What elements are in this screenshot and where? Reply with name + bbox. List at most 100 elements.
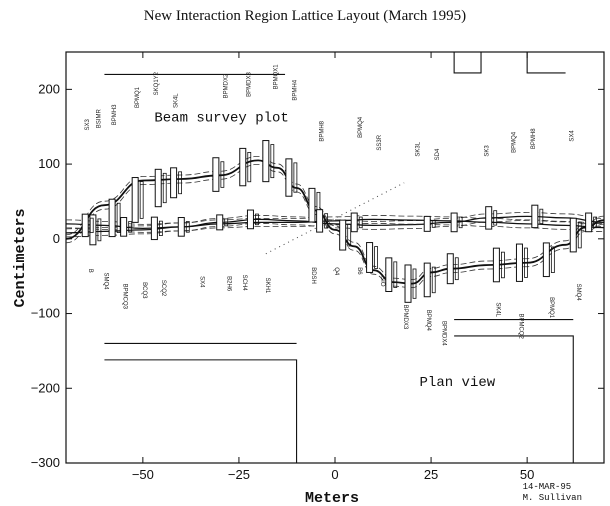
beam-envelope-upper bbox=[65, 211, 605, 225]
axis-layer: −50 −25 0 25 50 −300 −200 −100 0 100 200 bbox=[31, 52, 604, 482]
footer-stamp: 14-MAR-95 M. Sullivan bbox=[523, 482, 582, 504]
magnet-upper-pair bbox=[178, 171, 183, 195]
tunnel-wall-line bbox=[104, 359, 298, 463]
magnet-label-lower: SMQ4 bbox=[102, 272, 108, 290]
magnet-upper bbox=[339, 219, 347, 251]
magnet-upper bbox=[308, 187, 316, 223]
magnet-label-upper: SD4 bbox=[435, 148, 441, 160]
beam-envelope-lower bbox=[65, 163, 605, 289]
magnet-lower-pair bbox=[358, 216, 363, 229]
magnet-lower bbox=[485, 206, 493, 230]
magnet-lower-pair bbox=[493, 210, 498, 226]
magnet-label-lower: BCQ3 bbox=[141, 282, 147, 299]
magnet-label-upper: SK4L bbox=[173, 93, 179, 108]
magnet-upper-pair bbox=[577, 221, 582, 249]
x-tick-label: 25 bbox=[424, 467, 438, 482]
magnet-lower-pair bbox=[185, 221, 190, 233]
x-tick-label: −25 bbox=[228, 467, 250, 482]
magnet-label-lower: BPMDX4 bbox=[441, 321, 447, 346]
magnet-label-upper: BPMQ4 bbox=[358, 116, 364, 138]
tunnel-wall-line bbox=[453, 52, 482, 74]
tunnel-walls bbox=[104, 52, 574, 463]
magnet-label-upper: SK3 bbox=[485, 145, 491, 157]
magnet-upper bbox=[108, 198, 116, 238]
magnet-lower-pair bbox=[324, 213, 329, 229]
magnet-lower bbox=[150, 216, 158, 241]
magnet-label-upper: BPMDX2 bbox=[223, 73, 229, 98]
beam-line-series bbox=[65, 159, 605, 285]
magnet-label-upper: SS3R bbox=[377, 134, 383, 150]
magnet-label-lower: SCH4 bbox=[241, 275, 247, 292]
magnet-label-lower: B bbox=[87, 269, 93, 273]
magnet-label-layer: SX3 BSIMR BPMH3 BPMQ1 SKQ1Y2 SK4L BPMDX2 BPMDX3… bbox=[85, 64, 581, 347]
y-tick-label: 200 bbox=[38, 81, 60, 96]
y-tick-label: −300 bbox=[31, 455, 60, 470]
magnet-upper-pair bbox=[162, 172, 167, 204]
tunnel-wall-line bbox=[526, 52, 566, 74]
magnet-upper bbox=[212, 157, 220, 192]
beam-line-series bbox=[65, 218, 605, 234]
magnet-lower bbox=[423, 215, 431, 232]
chart-title: New Interaction Region Lattice Layout (M… bbox=[143, 8, 467, 24]
annotation-beam-survey: Beam survey plot bbox=[154, 110, 288, 126]
magnet-upper bbox=[262, 140, 270, 183]
magnet-label-upper: BSIMR bbox=[97, 109, 103, 129]
magnet-upper-pair bbox=[393, 261, 398, 288]
magnet-upper bbox=[446, 253, 454, 285]
magnet-label-upper: SKQ1Y2 bbox=[154, 71, 160, 95]
magnet-label-lower: Q4 bbox=[333, 267, 339, 276]
magnet-label-lower: BPMDX3 bbox=[402, 305, 408, 330]
magnet-label-lower: SCQ2 bbox=[160, 280, 166, 297]
magnet-label-lower: B6 bbox=[356, 267, 362, 275]
magnet-upper-pair bbox=[524, 247, 528, 278]
magnet-upper bbox=[366, 242, 374, 273]
annotation-plan-view: Plan view bbox=[420, 375, 496, 391]
magnet-label-lower: BPMCQ3 bbox=[122, 284, 128, 310]
magnet-upper-pair bbox=[550, 246, 555, 273]
footer-author: M. Sullivan bbox=[522, 493, 582, 503]
magnet-upper-pair bbox=[347, 223, 352, 247]
magnet-upper-pair bbox=[220, 161, 225, 188]
magnet-lower-pair bbox=[593, 216, 598, 229]
magnet-lower bbox=[350, 212, 358, 233]
magnet-label-upper: BPMH4 bbox=[293, 79, 299, 100]
magnet-lower-pair bbox=[431, 219, 436, 228]
magnet-upper bbox=[423, 262, 431, 298]
magnet-upper bbox=[515, 243, 523, 282]
footer-date: 14-MAR-95 bbox=[522, 482, 572, 492]
magnet-label-lower: SMQ4 bbox=[575, 284, 581, 302]
beam-envelope-upper bbox=[65, 214, 605, 230]
magnet-lower bbox=[120, 217, 128, 237]
magnet-label-lower: BPMQ4 bbox=[425, 310, 431, 332]
magnet-lower bbox=[216, 214, 224, 231]
magnet-lower-pair bbox=[158, 220, 163, 236]
magnet-label-upper: BPMQ4 bbox=[512, 131, 518, 153]
magnet-label-lower: BPMCQ2 bbox=[517, 314, 523, 340]
magnet-label-upper: BPMH8 bbox=[531, 128, 537, 149]
magnet-label-upper: BPMH3 bbox=[112, 104, 118, 125]
magnet-label-upper: BPMQX1 bbox=[273, 64, 279, 90]
magnet-lower-pair bbox=[224, 218, 229, 227]
magnet-lower-pair bbox=[128, 221, 133, 233]
x-tick-label: 0 bbox=[331, 467, 338, 482]
magnet-upper-pair bbox=[270, 144, 275, 179]
plot-frame bbox=[65, 51, 605, 464]
magnet-label-lower: SKH1 bbox=[264, 278, 270, 294]
magnet-label-upper: SK3L bbox=[416, 141, 422, 156]
magnet-label-lower: BPMQ1 bbox=[548, 297, 554, 319]
x-axis-label: Meters bbox=[305, 490, 359, 506]
beam-line-series bbox=[65, 215, 605, 229]
magnet-lower-pair bbox=[458, 216, 463, 229]
y-tick-label: 100 bbox=[38, 156, 60, 171]
magnet-upper bbox=[542, 242, 550, 278]
y-tick-label: −100 bbox=[31, 306, 60, 321]
magnet-upper bbox=[131, 177, 139, 223]
magnet-upper bbox=[404, 264, 412, 303]
magnet-lower bbox=[316, 209, 324, 233]
magnet-label-upper: BPMQ1 bbox=[135, 86, 141, 108]
magnet-lower-pair bbox=[89, 217, 94, 233]
magnet-layer bbox=[81, 140, 598, 303]
magnet-lower-pair bbox=[255, 213, 259, 226]
magnet-lower bbox=[450, 212, 458, 233]
